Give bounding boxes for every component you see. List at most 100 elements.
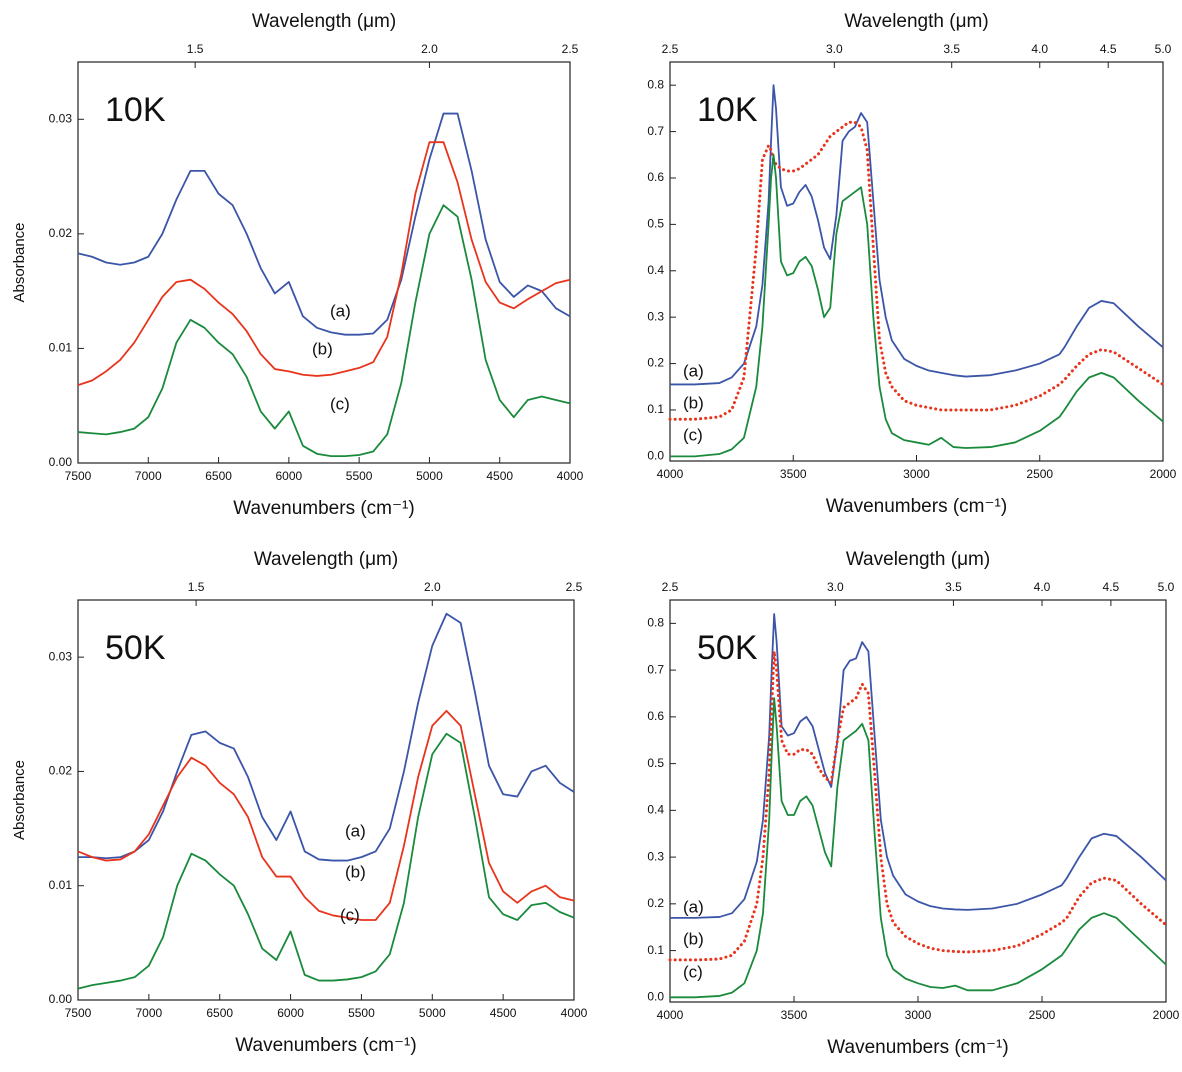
y-tick-label: 0.0 (647, 449, 664, 463)
x2-tick-label: 2.0 (421, 42, 438, 56)
series-label: (a) (345, 821, 366, 840)
x-axis-title: Wavenumbers (cm⁻¹) (233, 498, 414, 519)
x2-tick-label: 2.5 (662, 580, 679, 594)
y-tick-label: 0.7 (647, 662, 664, 676)
y-tick-label: 0.3 (647, 849, 664, 863)
x-tick-label: 6000 (276, 469, 303, 483)
series-line (78, 114, 570, 335)
x2-axis-title: Wavelength (μm) (252, 11, 396, 32)
y-tick-label: 0.2 (647, 356, 664, 370)
y-axis-title: Absorbance (11, 222, 28, 302)
series-label: (c) (683, 962, 703, 981)
y-tick-label: 0.03 (49, 649, 73, 663)
series-label: (a) (330, 301, 351, 320)
series-line (670, 698, 1166, 997)
y-tick-label: 0.1 (647, 402, 664, 416)
x-tick-label: 7000 (135, 469, 162, 483)
series-label: (b) (345, 862, 366, 881)
series-label: (a) (683, 361, 704, 380)
x-tick-label: 3000 (903, 467, 930, 481)
x2-tick-label: 3.5 (943, 42, 960, 56)
x-tick-label: 4500 (486, 469, 513, 483)
x-tick-label: 5500 (348, 1006, 375, 1020)
x-tick-label: 4000 (557, 469, 584, 483)
series-label: (b) (683, 393, 704, 412)
x2-tick-label: 3.5 (945, 580, 962, 594)
x2-tick-label: 5.0 (1155, 42, 1172, 56)
x-axis-title: Wavenumbers (cm⁻¹) (826, 496, 1007, 517)
x-tick-label: 6000 (277, 1006, 304, 1020)
x2-tick-label: 1.5 (188, 580, 205, 594)
series-label: (c) (683, 425, 703, 444)
y-tick-label: 0.0 (647, 989, 664, 1003)
x-axis-title: Wavenumbers (cm⁻¹) (827, 1037, 1008, 1058)
panel-annotation: 10K (697, 91, 758, 129)
y-tick-label: 0.1 (647, 943, 664, 957)
x-tick-label: 6500 (206, 1006, 233, 1020)
x2-tick-label: 5.0 (1158, 580, 1175, 594)
series-label: (b) (312, 339, 333, 358)
y-tick-label: 0.4 (647, 263, 664, 277)
x2-tick-label: 2.5 (562, 42, 579, 56)
x2-tick-label: 4.0 (1034, 580, 1051, 594)
x2-tick-label: 3.0 (827, 580, 844, 594)
y-tick-label: 0.5 (647, 217, 664, 231)
y-tick-label: 0.3 (647, 309, 664, 323)
series-line (670, 122, 1163, 419)
panel-annotation: 10K (105, 91, 166, 129)
y-tick-label: 0.01 (49, 341, 73, 355)
x-tick-label: 4500 (490, 1006, 517, 1020)
x-tick-label: 7500 (65, 1006, 92, 1020)
x2-tick-label: 2.0 (424, 580, 441, 594)
x2-tick-label: 2.5 (662, 42, 679, 56)
series-label: (a) (683, 897, 704, 916)
x2-tick-label: 2.5 (566, 580, 583, 594)
x-tick-label: 4000 (657, 467, 684, 481)
x-tick-label: 6500 (205, 469, 232, 483)
x-tick-label: 3000 (905, 1008, 932, 1022)
series-label: (c) (340, 905, 360, 924)
x2-tick-label: 4.0 (1031, 42, 1048, 56)
x-tick-label: 2500 (1029, 1008, 1056, 1022)
x-tick-label: 2000 (1150, 467, 1177, 481)
x2-axis-title: Wavelength (μm) (846, 549, 990, 570)
series-line (78, 711, 574, 920)
y-tick-label: 0.02 (49, 764, 73, 778)
y-axis-title: Absorbance (11, 760, 28, 840)
series-label: (c) (330, 394, 350, 413)
x-tick-label: 5000 (416, 469, 443, 483)
y-tick-label: 0.03 (49, 111, 73, 125)
x-tick-label: 4000 (657, 1008, 684, 1022)
x2-axis-title: Wavelength (μm) (844, 11, 988, 32)
x2-tick-label: 4.5 (1100, 42, 1117, 56)
panel-annotation: 50K (697, 629, 758, 667)
y-tick-label: 0.6 (647, 170, 664, 184)
y-tick-label: 0.00 (49, 455, 73, 469)
x2-tick-label: 1.5 (187, 42, 204, 56)
series-label: (b) (683, 929, 704, 948)
y-tick-label: 0.01 (49, 878, 73, 892)
y-tick-label: 0.02 (49, 226, 73, 240)
x-tick-label: 2500 (1026, 467, 1053, 481)
x-tick-label: 2000 (1153, 1008, 1180, 1022)
x-tick-label: 7000 (136, 1006, 163, 1020)
x-tick-label: 5500 (346, 469, 373, 483)
y-tick-label: 0.8 (647, 616, 664, 630)
y-tick-label: 0.7 (647, 124, 664, 138)
y-tick-label: 0.5 (647, 756, 664, 770)
y-tick-label: 0.6 (647, 709, 664, 723)
y-tick-label: 0.8 (647, 77, 664, 91)
series-line (78, 734, 574, 989)
x2-tick-label: 4.5 (1103, 580, 1120, 594)
x2-tick-label: 3.0 (826, 42, 843, 56)
x-tick-label: 3500 (781, 1008, 808, 1022)
series-line (670, 155, 1163, 457)
series-line (670, 85, 1163, 384)
x2-axis-title: Wavelength (μm) (254, 549, 398, 570)
panel-annotation: 50K (105, 629, 166, 667)
series-line (670, 651, 1166, 960)
x-tick-label: 4000 (561, 1006, 588, 1020)
x-axis-title: Wavenumbers (cm⁻¹) (235, 1035, 416, 1056)
y-tick-label: 0.00 (49, 992, 73, 1006)
